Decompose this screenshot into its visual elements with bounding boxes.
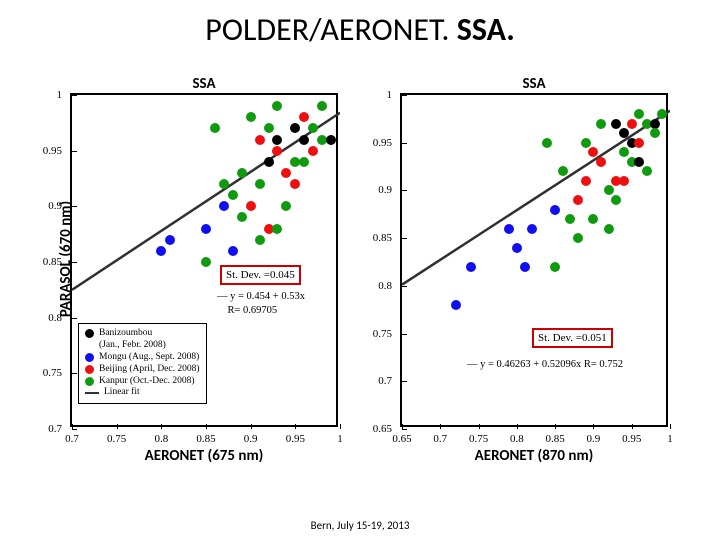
panel-xlabel: AERONET (870 nm) — [400, 447, 668, 465]
ytick-label: 0.7 — [378, 375, 392, 387]
scatter-panel-left: SSA0.70.750.80.850.90.9510.70.750.80.850… — [70, 75, 338, 465]
fit-equation: — y = 0.454 + 0.53x R= 0.69705 — [217, 290, 305, 317]
xtick-label: 0.85 — [194, 433, 218, 445]
xtick-label: 0.9 — [581, 433, 605, 445]
scatter-point — [201, 257, 211, 267]
scatter-point — [512, 243, 522, 253]
scatter-point — [627, 119, 637, 129]
legend-dot-icon — [85, 377, 94, 386]
xtick-label: 0.8 — [505, 433, 529, 445]
scatter-point — [604, 224, 614, 234]
scatter-point — [650, 128, 660, 138]
scatter-point — [255, 235, 265, 245]
legend-dot-icon — [85, 329, 94, 338]
ytick-label: 0.7 — [48, 423, 62, 435]
legend: Banizoumbou(Jan., Febr. 2008)Mongu (Aug.… — [78, 323, 207, 404]
scatter-point — [255, 135, 265, 145]
scatter-point — [650, 119, 660, 129]
xtick-label: 0.85 — [543, 433, 567, 445]
xtick-label: 1 — [328, 433, 352, 445]
panel-xlabel: AERONET (675 nm) — [70, 447, 338, 465]
scatter-point — [611, 119, 621, 129]
scatter-point — [581, 176, 591, 186]
scatter-panel-right: SSA0.650.70.750.80.850.90.9510.650.70.75… — [400, 75, 668, 465]
legend-item: Beijing (April, Dec. 2008) — [85, 364, 200, 376]
ytick-label: 0.65 — [373, 423, 392, 435]
title-plain: POLDER/AERONET. — [205, 10, 457, 49]
scatter-point — [165, 235, 175, 245]
ytick-label: 0.85 — [373, 232, 392, 244]
scatter-point — [596, 157, 606, 167]
scatter-point — [451, 300, 461, 310]
scatter-point — [264, 157, 274, 167]
xtick-label: 0.8 — [149, 433, 173, 445]
legend-item: Kanpur (Oct.-Dec. 2008) — [85, 376, 200, 388]
xtick-label: 0.95 — [283, 433, 307, 445]
scatter-point — [550, 262, 560, 272]
scatter-point — [466, 262, 476, 272]
ytick-label: 0.9 — [48, 200, 62, 212]
scatter-point — [228, 190, 238, 200]
scatter-point — [504, 224, 514, 234]
scatter-point — [326, 135, 336, 145]
ytick-label: 0.95 — [43, 145, 62, 157]
legend-label: Kanpur (Oct.-Dec. 2008) — [99, 376, 195, 388]
legend-line-icon — [85, 392, 99, 394]
scatter-point — [264, 123, 274, 133]
panel-title: SSA — [400, 75, 668, 93]
ytick-label: 0.75 — [373, 328, 392, 340]
ytick-label: 1 — [387, 89, 393, 101]
scatter-point — [299, 135, 309, 145]
xtick-label: 0.95 — [620, 433, 644, 445]
scatter-point — [246, 201, 256, 211]
legend-dot-icon — [85, 365, 94, 374]
fit-equation: — y = 0.46263 + 0.52096x R= 0.752 — [467, 358, 623, 372]
xtick-label: 0.7 — [60, 433, 84, 445]
xtick-label: 1 — [658, 433, 682, 445]
scatter-point — [237, 168, 247, 178]
footer: Bern, July 15-19, 2013 — [0, 519, 720, 532]
scatter-point — [272, 135, 282, 145]
legend-label: Banizoumbou — [99, 328, 152, 340]
ytick-label: 0.75 — [43, 367, 62, 379]
panel-title: SSA — [70, 75, 338, 93]
legend-dot-icon — [85, 353, 94, 362]
legend-item: Linear fit — [85, 387, 200, 399]
scatter-point — [520, 262, 530, 272]
legend-label: Linear fit — [104, 387, 140, 399]
scatter-point — [219, 179, 229, 189]
title-bold: SSA. — [457, 10, 515, 49]
scatter-point — [619, 176, 629, 186]
xtick-label: 0.9 — [239, 433, 263, 445]
scatter-point — [550, 205, 560, 215]
ytick-label: 0.8 — [48, 312, 62, 324]
page-title: POLDER/AERONET. SSA. — [0, 10, 720, 49]
xtick-label: 0.7 — [428, 433, 452, 445]
xtick-label: 0.75 — [467, 433, 491, 445]
legend-item: Banizoumbou — [85, 328, 200, 340]
ytick-label: 0.95 — [373, 137, 392, 149]
plot-area: 0.650.70.750.80.850.90.9510.650.70.750.8… — [400, 93, 668, 427]
ytick-label: 0.9 — [378, 184, 392, 196]
scatter-point — [228, 246, 238, 256]
scatter-point — [246, 112, 256, 122]
ytick-label: 1 — [57, 89, 63, 101]
legend-label: Mongu (Aug., Sept. 2008) — [99, 352, 199, 364]
stdev-box: St. Dev. =0.045 — [220, 265, 301, 285]
scatter-point — [255, 179, 265, 189]
ytick-label: 0.85 — [43, 256, 62, 268]
scatter-point — [201, 224, 211, 234]
legend-sublabel: (Jan., Febr. 2008) — [85, 340, 200, 352]
ytick-label: 0.8 — [378, 280, 392, 292]
scatter-point — [308, 146, 318, 156]
stdev-box: St. Dev. =0.051 — [532, 328, 613, 348]
plot-area: 0.70.750.80.850.90.9510.70.750.80.850.90… — [70, 93, 338, 427]
scatter-point — [527, 224, 537, 234]
legend-label: Beijing (April, Dec. 2008) — [99, 364, 200, 376]
scatter-point — [581, 138, 591, 148]
scatter-point — [596, 119, 606, 129]
xtick-label: 0.75 — [105, 433, 129, 445]
legend-item: Mongu (Aug., Sept. 2008) — [85, 352, 200, 364]
xtick-label: 0.65 — [390, 433, 414, 445]
